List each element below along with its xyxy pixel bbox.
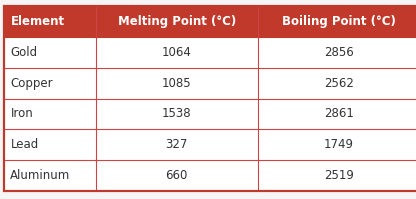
Bar: [96, 99, 258, 129]
Text: 1064: 1064: [162, 46, 192, 59]
Bar: [258, 6, 416, 37]
Text: 1085: 1085: [162, 77, 192, 90]
Bar: [4, 6, 96, 37]
Bar: [4, 160, 96, 191]
Text: 327: 327: [166, 138, 188, 151]
Text: 2519: 2519: [324, 169, 354, 182]
Bar: [258, 129, 416, 160]
Text: 1749: 1749: [324, 138, 354, 151]
Bar: [258, 99, 416, 129]
Bar: [96, 6, 258, 37]
Text: Boiling Point (°C): Boiling Point (°C): [282, 15, 396, 28]
Text: Element: Element: [10, 15, 64, 28]
Bar: [96, 37, 258, 68]
Text: Lead: Lead: [10, 138, 39, 151]
Bar: [4, 37, 96, 68]
Bar: [96, 129, 258, 160]
Text: Copper: Copper: [10, 77, 53, 90]
Text: Melting Point (°C): Melting Point (°C): [118, 15, 236, 28]
Text: Aluminum: Aluminum: [10, 169, 71, 182]
Text: Gold: Gold: [10, 46, 37, 59]
Text: 2856: 2856: [324, 46, 354, 59]
Bar: [258, 37, 416, 68]
Bar: [96, 160, 258, 191]
Bar: [4, 99, 96, 129]
Bar: [4, 68, 96, 99]
Bar: [258, 68, 416, 99]
Text: Iron: Iron: [10, 107, 33, 120]
Text: 2562: 2562: [324, 77, 354, 90]
Text: 660: 660: [166, 169, 188, 182]
Bar: [96, 68, 258, 99]
Bar: [4, 129, 96, 160]
Text: 2861: 2861: [324, 107, 354, 120]
Text: 1538: 1538: [162, 107, 192, 120]
Bar: [258, 160, 416, 191]
